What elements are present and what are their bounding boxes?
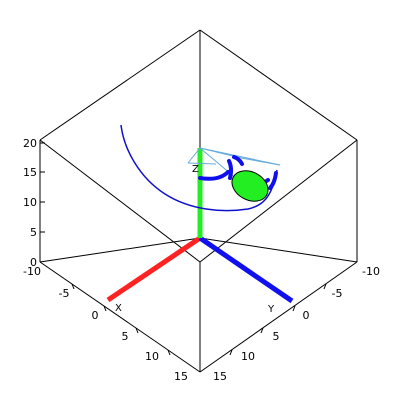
thick-rod [232, 155, 244, 166]
x-axis-line [106, 235, 202, 303]
box-edge [199, 29, 358, 141]
tick [323, 283, 327, 290]
thin-rod [187, 147, 201, 164]
thin-rod [240, 157, 281, 166]
tick-marks [40, 142, 327, 356]
tick-label: 10 [241, 350, 255, 363]
box-edge [199, 139, 358, 263]
tick-label: -10 [362, 265, 380, 278]
box-edge [199, 237, 358, 263]
z-axis-letter: Z [192, 164, 199, 175]
tick-label: 5 [273, 330, 280, 343]
tick-label: 10 [23, 196, 37, 209]
tick-label: 0 [92, 309, 99, 322]
box-edge [39, 237, 201, 263]
right-axis-tick-labels: -10 -5 0 5 10 15 [213, 265, 380, 383]
y-axis-letter: Y [267, 304, 275, 315]
tick [167, 349, 171, 356]
box-edge [39, 261, 201, 373]
box-edge [199, 261, 358, 373]
tick [103, 305, 107, 312]
tick [229, 349, 233, 356]
thick-rod [198, 170, 230, 181]
x-axis-letter: X [115, 303, 122, 314]
thick-rod [268, 171, 278, 190]
tick [292, 305, 296, 312]
tick-label: -10 [23, 265, 41, 278]
trajectory-arc [120, 124, 278, 212]
tick-label: 0 [303, 309, 310, 322]
tick-label: -5 [59, 287, 70, 300]
left-axis-tick-labels: -10 -5 0 5 10 15 [23, 265, 188, 383]
tick-label: 15 [213, 370, 227, 383]
box-edge [39, 29, 201, 141]
tick-label: -5 [332, 287, 343, 300]
tick [71, 283, 75, 290]
y-axis-line [198, 235, 294, 304]
box-edge [39, 139, 201, 263]
thick-rod [227, 159, 234, 180]
tick-label: 15 [174, 370, 188, 383]
thin-rod [187, 162, 217, 165]
tick [260, 327, 264, 334]
tick-label: 5 [122, 330, 129, 343]
tick [135, 327, 139, 334]
tick-label: 15 [23, 166, 37, 179]
ellipsoid-bob [231, 170, 269, 202]
tick-label: 10 [145, 350, 159, 363]
tick-label: 0 [30, 256, 37, 269]
tick-label: 5 [30, 226, 37, 239]
tick-label: 20 [23, 137, 37, 150]
vertical-tick-labels: 20 15 10 5 0 [23, 137, 37, 269]
bounding-box-front [39, 29, 358, 373]
